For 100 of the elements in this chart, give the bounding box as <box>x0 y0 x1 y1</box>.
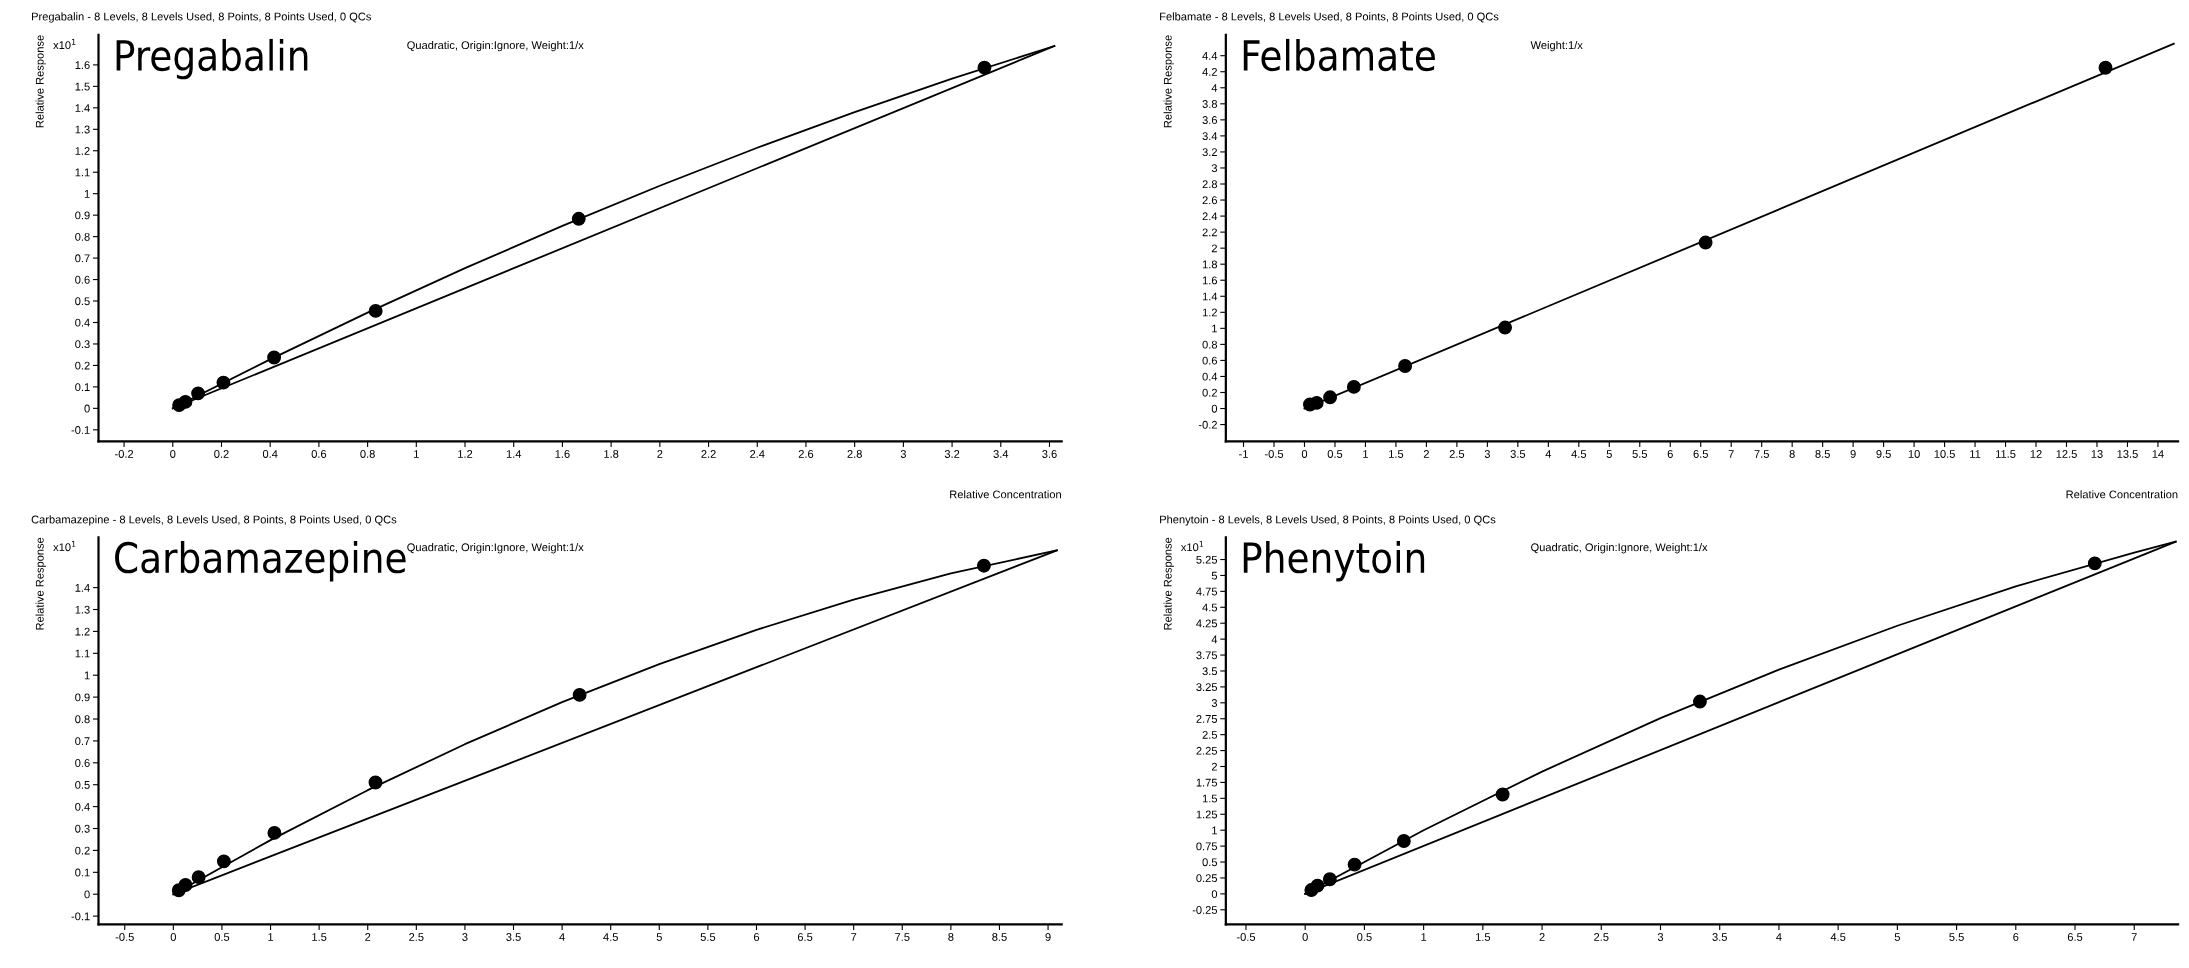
x-tick-label: 9 <box>1850 450 1856 458</box>
x-tick-label: 2 <box>365 933 371 941</box>
chart-subtitle: Felbamate <box>1243 38 1435 72</box>
y-tick-label: 4.75 <box>1196 587 1218 596</box>
y-tick-label: 0.2 <box>1202 388 1217 397</box>
y-tick-label: 0.1 <box>75 383 90 392</box>
y-tick-label: 0.7 <box>75 254 90 263</box>
y-tick-label: 3.2 <box>1202 148 1217 157</box>
x-tick-label: 7 <box>851 933 857 941</box>
x-tick-label: 3.6 <box>1042 450 1057 458</box>
y-tick-label: 3.25 <box>1196 683 1218 692</box>
x-tick-label: 0.8 <box>360 450 375 458</box>
x-tick-label: 1.5 <box>312 933 327 941</box>
x-tick-label: -0.5 <box>1264 450 1284 458</box>
x-tick-label: 2 <box>1423 450 1429 458</box>
x-tick-label: 12 <box>2030 450 2042 458</box>
y-tick-label: 0.6 <box>75 275 90 284</box>
x-tick-label: 12.5 <box>2056 450 2077 458</box>
x-tick-label: 7.5 <box>1754 450 1769 458</box>
x-tick-label: 8.5 <box>992 933 1007 941</box>
text: x10$^{1}$ <box>53 39 76 50</box>
x-tick-label: 11.5 <box>1995 450 2016 458</box>
y-tick-label: 3 <box>1211 699 1218 707</box>
x-tick-label: 1 <box>1363 450 1368 458</box>
x-tick-label: 7.5 <box>895 933 910 941</box>
annotation: Quadratic, Origin:Ignore, Weight:1/x <box>407 543 584 554</box>
x-tick-label: 8.5 <box>1815 450 1830 458</box>
chart-title: Phenytoin - 8 Levels, 8 Levels Used, 8 Points, 8 Points Used, 0 QCs <box>1160 515 1496 526</box>
x-tick-label: 0.4 <box>262 450 278 458</box>
x-tick-label: 2 <box>1539 933 1545 941</box>
x-tick-label: 0.5 <box>1327 450 1343 458</box>
y-tick-label: 2.8 <box>1202 180 1218 189</box>
y-tick-label: 0.75 <box>1196 842 1218 851</box>
y-tick-label: 3.8 <box>1202 100 1218 108</box>
y-axis-title: Relative Response <box>35 537 46 630</box>
y-tick-label: 2.75 <box>1196 715 1218 723</box>
annotation: Quadratic, Origin:Ignore, Weight:1/x <box>1531 543 1708 554</box>
y-tick-label: 3.5 <box>1202 667 1218 676</box>
x-tick-label: 2 <box>657 450 663 458</box>
y-tick-label: 1 <box>84 190 90 198</box>
y-tick-label: 1.8 <box>1202 260 1218 269</box>
x-tick-label: 6 <box>2013 933 2019 941</box>
x-tick-label: 2.5 <box>1449 450 1465 458</box>
y-tick-label: 2 <box>1211 244 1217 253</box>
x-tick-label: 1.5 <box>1389 450 1404 458</box>
x-tick-label: 14 <box>2152 450 2164 458</box>
x-tick-label: 6.5 <box>1693 450 1708 458</box>
y-tick-label: 0.25 <box>1196 874 1218 883</box>
y-tick-label: 0.1 <box>75 868 90 877</box>
y-tick-label: -0.1 <box>71 426 90 434</box>
y-tick-label: 4.4 <box>1202 52 1218 60</box>
x-tick-label: 2.5 <box>1594 933 1609 941</box>
x-tick-label: 11 <box>1970 450 1981 458</box>
x-tick-label: 2.2 <box>701 450 716 458</box>
chart-title: Pregabalin - 8 Levels, 8 Levels Used, 8 Points, 8 Points Used, 0 QCs <box>32 12 371 23</box>
y-tick-label: 1.4 <box>1202 292 1218 301</box>
x-tick-label: 2.8 <box>847 450 862 458</box>
y-axis-title: Relative Response <box>35 35 46 128</box>
y-tick-label: 0 <box>1211 404 1218 413</box>
x-tick-label: -0.5 <box>115 933 134 941</box>
x-tick-label: 3.2 <box>944 450 960 458</box>
x-tick-label: 1.8 <box>604 450 619 458</box>
x-tick-label: 1.2 <box>458 450 473 458</box>
y-tick-label: 1.6 <box>1202 276 1218 285</box>
y-tick-label: 0.6 <box>1202 356 1218 365</box>
chart-subtitle: Phenytoin <box>1243 541 1425 582</box>
y-tick-label: 0.9 <box>75 693 90 702</box>
x-tick-label: 3.5 <box>506 933 521 941</box>
y-tick-label: 2.6 <box>1202 196 1218 205</box>
y-tick-label: 3.75 <box>1196 651 1218 660</box>
x-tick-label: 7 <box>1728 450 1734 458</box>
y-tick-label: 0.8 <box>75 232 90 241</box>
x-tick-label: 3.5 <box>1712 933 1727 941</box>
y-tick-label: 2.25 <box>1196 746 1218 755</box>
y-tick-label: 2.4 <box>1202 212 1218 221</box>
x-tick-label: 8 <box>948 933 954 941</box>
x-tick-label: 6.5 <box>2067 933 2083 941</box>
y-tick-label: 1.2 <box>1202 308 1217 317</box>
x-tick-label: -0.2 <box>115 450 134 458</box>
chart-subtitle: Carbamazepine <box>115 541 406 582</box>
x-tick-label: 6.5 <box>797 933 813 941</box>
x-tick-label: 5.5 <box>1632 450 1648 458</box>
x-tick-label: 3 <box>1657 933 1664 941</box>
y-tick-label: 2 <box>1211 762 1217 771</box>
y-tick-label: 2.5 <box>1202 730 1218 739</box>
annotation: Quadratic, Origin:Ignore, Weight:1/x <box>407 40 584 52</box>
y-tick-label: 0.9 <box>75 211 90 220</box>
y-tick-label: -0.2 <box>1198 420 1217 429</box>
x-tick-label: 0 <box>170 933 176 941</box>
y-tick-label: 0.3 <box>75 824 90 833</box>
x-tick-label: 1 <box>268 933 274 941</box>
y-tick-label: 0.7 <box>75 737 90 746</box>
y-tick-label: 1.1 <box>75 649 90 658</box>
y-tick-label: 3.4 <box>1202 132 1218 141</box>
y-tick-label: 1.4 <box>75 104 90 112</box>
x-tick-label: 0.2 <box>214 450 229 458</box>
x-tick-label: 0.5 <box>214 933 230 941</box>
y-tick-label: 1 <box>1212 324 1217 333</box>
x-tick-label: 1 <box>1421 933 1427 941</box>
x-tick-label: 0.6 <box>311 450 327 458</box>
